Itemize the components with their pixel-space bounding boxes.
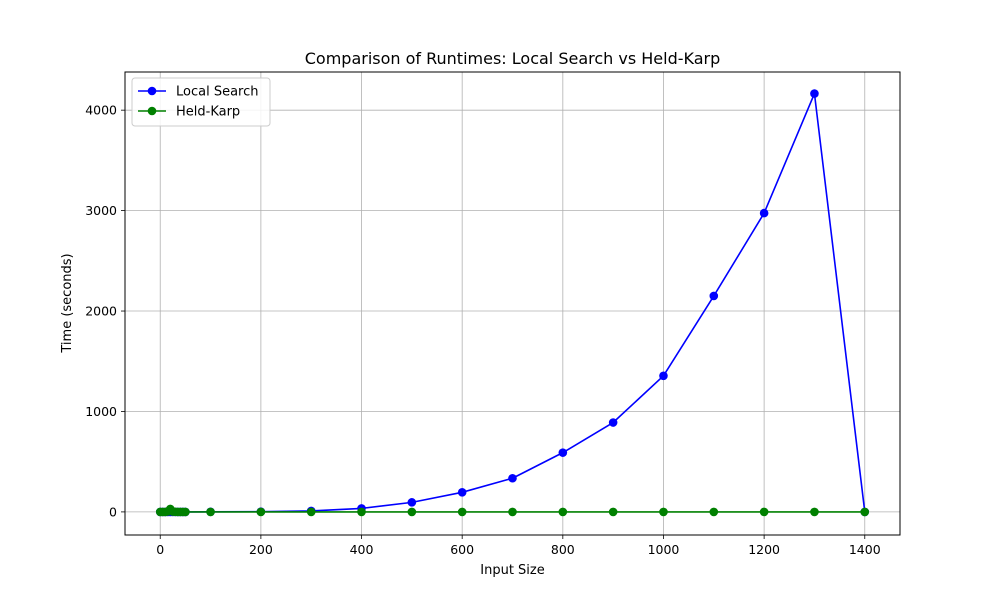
held-karp-point — [256, 507, 266, 517]
x-tick-label: 1400 — [849, 542, 881, 557]
chart-title: Comparison of Runtimes: Local Search vs … — [305, 49, 721, 68]
legend: Local Search Held-Karp — [131, 77, 271, 127]
legend-marker-local-search — [147, 86, 157, 96]
local-search-point — [608, 418, 618, 427]
x-tick-label: 1200 — [748, 542, 780, 557]
held-karp-point — [407, 507, 417, 517]
legend-box — [131, 77, 271, 127]
held-karp-point — [759, 507, 769, 517]
local-search-point — [558, 448, 568, 457]
local-search-point — [810, 89, 819, 98]
held-karp-point — [508, 507, 517, 517]
x-tick-label: 400 — [350, 542, 374, 557]
held-karp-series — [155, 504, 870, 517]
legend-marker-held-karp — [147, 106, 157, 116]
x-tick-label: 600 — [450, 542, 474, 557]
x-axis-label: Input Size — [480, 563, 544, 578]
held-karp-point — [206, 507, 215, 517]
held-karp-point — [860, 507, 870, 517]
legend-label-held-karp: Held-Karp — [176, 105, 240, 120]
held-karp-point — [457, 507, 467, 517]
plot-area-frame — [124, 71, 901, 536]
y-tick-label: 1000 — [85, 404, 117, 419]
local-search-point — [508, 473, 517, 483]
local-search-point — [659, 371, 668, 381]
series-layer — [155, 89, 870, 517]
held-karp-point — [181, 507, 190, 517]
legend-item-held-karp: Held-Karp — [138, 105, 240, 120]
y-axis-label: Time (seconds) — [60, 253, 75, 353]
legend-item-local-search: Local Search — [138, 85, 259, 100]
local-search-point — [407, 498, 417, 507]
held-karp-point — [810, 507, 819, 517]
y-tick-label: 2000 — [85, 304, 117, 319]
local-search-point — [759, 208, 769, 218]
x-tick-label: 0 — [156, 542, 164, 557]
held-karp-point — [558, 507, 568, 517]
held-karp-point — [709, 507, 719, 517]
local-search-point — [709, 291, 719, 301]
x-tick-label: 800 — [551, 542, 575, 557]
y-tick-label: 3000 — [85, 203, 117, 218]
y-tick-label: 0 — [109, 504, 117, 519]
legend-label-local-search: Local Search — [176, 85, 259, 100]
held-karp-point — [659, 507, 668, 517]
ticks-layer: 0 200 400 600 800 1000 1200 1400 0 1000 2000 3000 40… — [85, 103, 881, 557]
y-tick-label: 4000 — [85, 103, 117, 118]
held-karp-point — [357, 507, 366, 517]
x-tick-label: 200 — [249, 542, 273, 557]
local-search-point — [457, 488, 467, 497]
held-karp-point — [608, 507, 618, 517]
x-tick-label: 1000 — [648, 542, 680, 557]
held-karp-point — [306, 507, 316, 517]
